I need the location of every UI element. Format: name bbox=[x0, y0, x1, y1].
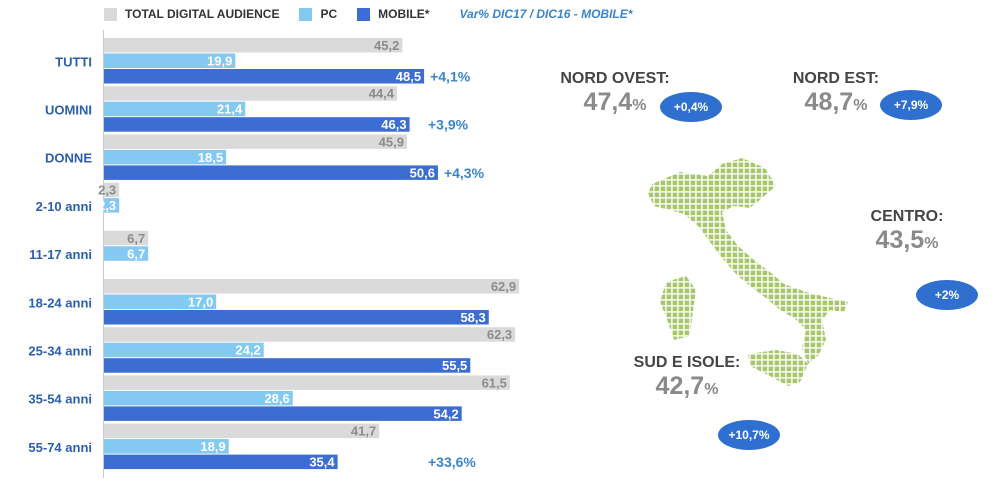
category-label-tutti: TUTTI bbox=[55, 54, 92, 69]
value-label-total-18-24-anni: 62,9 bbox=[491, 279, 516, 294]
value-label-mobile-35-54-anni: 54,2 bbox=[433, 406, 458, 421]
category-label-donne: DONNE bbox=[45, 151, 92, 166]
value-label-pc-55-74-anni: 18,9 bbox=[200, 439, 225, 454]
region-name-nord-est: NORD EST: bbox=[792, 70, 880, 87]
value-label-total-uomini: 44,4 bbox=[369, 86, 395, 101]
value-label-mobile-donne: 50,6 bbox=[410, 165, 435, 180]
value-label-total-25-34-anni: 62,3 bbox=[487, 327, 512, 342]
value-label-mobile-18-24-anni: 58,3 bbox=[460, 310, 485, 325]
bar-total-55-74-anni bbox=[104, 423, 380, 439]
value-label-pc-2-10-anni: 2,3 bbox=[98, 198, 116, 213]
region-var-bubble-nord-est: +7,9% bbox=[880, 90, 942, 120]
legend-label-total: TOTAL DIGITAL AUDIENCE bbox=[125, 7, 280, 21]
legend-swatch-total bbox=[104, 7, 117, 21]
region-name-nord-ovest: NORD OVEST: bbox=[560, 70, 670, 87]
region-value-nord-ovest: 47,4% bbox=[583, 88, 647, 116]
bar-mobile-25-34-anni bbox=[104, 358, 471, 373]
bar-pc-tutti bbox=[104, 53, 236, 68]
legend-variation-label: Var% DIC17 / DIC16 - MOBILE* bbox=[459, 7, 633, 21]
bar-chart: TUTTI 45,2 19,9 48,5 +4,1% UOMINI 44,4 21,4 46,3… bbox=[28, 30, 520, 478]
value-label-pc-tutti: 19,9 bbox=[207, 54, 232, 69]
value-label-total-donne: 45,9 bbox=[379, 134, 404, 149]
value-label-mobile-tutti: 48,5 bbox=[396, 69, 421, 84]
value-label-pc-18-24-anni: 17,0 bbox=[188, 295, 213, 310]
category-label-35-54-anni: 35-54 anni bbox=[28, 392, 92, 407]
italy-map-mainland bbox=[648, 158, 848, 364]
bar-total-18-24-anni bbox=[104, 279, 520, 294]
region-var-bubble-centro: +2% bbox=[916, 280, 978, 310]
legend-swatch-pc bbox=[299, 7, 313, 21]
bar-mobile-55-74-anni bbox=[104, 454, 338, 470]
italy-map-sicily bbox=[748, 350, 808, 386]
region-var-bubble-nord-ovest: +0,4% bbox=[660, 92, 722, 122]
bar-pc-25-34-anni bbox=[104, 342, 264, 358]
region-var-bubble-sud-isole: +10,7% bbox=[718, 420, 780, 450]
bar-total-donne bbox=[104, 134, 407, 149]
category-label-25-34-anni: 25-34 anni bbox=[28, 343, 92, 358]
bar-pc-18-24-anni bbox=[104, 294, 217, 309]
bar-pc-11-17-anni bbox=[104, 246, 149, 261]
bar-total-tutti bbox=[104, 38, 403, 53]
bar-pc-uomini bbox=[104, 101, 246, 117]
bar-mobile-35-54-anni bbox=[104, 406, 462, 421]
bar-total-uomini bbox=[104, 86, 398, 101]
bar-mobile-uomini bbox=[104, 117, 410, 132]
chart-legend: TOTAL DIGITAL AUDIENCE PC MOBILE* Var% D… bbox=[104, 4, 632, 24]
variation-label-55-74-anni: +33,6% bbox=[428, 454, 476, 470]
bar-total-35-54-anni bbox=[104, 375, 510, 390]
value-label-total-11-17-anni: 6,7 bbox=[127, 231, 145, 246]
legend-item-mobile: MOBILE* bbox=[357, 7, 429, 21]
category-label-uomini: UOMINI bbox=[45, 102, 92, 117]
value-label-total-35-54-anni: 61,5 bbox=[482, 375, 507, 390]
bar-mobile-donne bbox=[104, 165, 438, 180]
value-label-mobile-25-34-anni: 55,5 bbox=[442, 358, 467, 373]
region-value-nord-est: 48,7% bbox=[804, 88, 868, 116]
bar-total-25-34-anni bbox=[104, 327, 516, 342]
bar-pc-donne bbox=[104, 149, 227, 165]
value-label-mobile-55-74-anni: 35,4 bbox=[309, 455, 335, 470]
region-sud-isole: SUD E ISOLE: 42,7% bbox=[625, 354, 749, 401]
legend-swatch-mobile bbox=[357, 7, 371, 21]
bar-pc-55-74-anni bbox=[104, 439, 229, 454]
legend-label-mobile: MOBILE* bbox=[378, 7, 430, 21]
value-label-pc-35-54-anni: 28,6 bbox=[264, 391, 289, 406]
bar-total-2-10-anni bbox=[104, 182, 120, 198]
value-label-pc-donne: 18,5 bbox=[198, 150, 223, 165]
value-label-total-tutti: 45,2 bbox=[374, 38, 399, 53]
value-label-pc-uomini: 21,4 bbox=[217, 102, 243, 117]
category-label-55-74-anni: 55-74 anni bbox=[28, 440, 92, 455]
variation-label-tutti: +4,1% bbox=[430, 69, 471, 85]
region-name-centro: CENTRO: bbox=[870, 208, 944, 225]
region-name-sud-isole: SUD E ISOLE: bbox=[633, 354, 741, 371]
legend-label-pc: PC bbox=[320, 7, 338, 21]
bar-pc-35-54-anni bbox=[104, 390, 293, 406]
legend-item-total: TOTAL DIGITAL AUDIENCE bbox=[104, 7, 279, 21]
value-label-mobile-uomini: 46,3 bbox=[381, 117, 406, 132]
bar-pc-2-10-anni bbox=[104, 198, 120, 213]
region-centro: CENTRO: 43,5% bbox=[862, 208, 952, 255]
category-label-2-10-anni: 2-10 anni bbox=[36, 199, 92, 214]
bar-mobile-18-24-anni bbox=[104, 310, 489, 325]
region-nord-ovest: NORD OVEST: 47,4% bbox=[552, 70, 678, 117]
italy-map bbox=[648, 158, 848, 386]
value-label-pc-11-17-anni: 6,7 bbox=[127, 246, 145, 261]
region-nord-est: NORD EST: 48,7% bbox=[786, 70, 886, 117]
region-value-sud-isole: 42,7% bbox=[655, 372, 719, 400]
value-label-total-2-10-anni: 2,3 bbox=[98, 183, 116, 198]
variation-label-uomini: +3,9% bbox=[428, 117, 469, 133]
value-label-total-55-74-anni: 41,7 bbox=[351, 424, 376, 439]
bar-total-11-17-anni bbox=[104, 230, 149, 246]
variation-label-donne: +4,3% bbox=[444, 165, 485, 181]
category-label-11-17-anni: 11-17 anni bbox=[29, 247, 92, 262]
legend-item-pc: PC bbox=[299, 7, 337, 21]
bar-mobile-tutti bbox=[104, 69, 425, 84]
italy-map-sardinia bbox=[660, 276, 696, 340]
value-label-pc-25-34-anni: 24,2 bbox=[235, 343, 260, 358]
region-value-centro: 43,5% bbox=[875, 226, 939, 254]
category-label-18-24-anni: 18-24 anni bbox=[28, 295, 92, 310]
